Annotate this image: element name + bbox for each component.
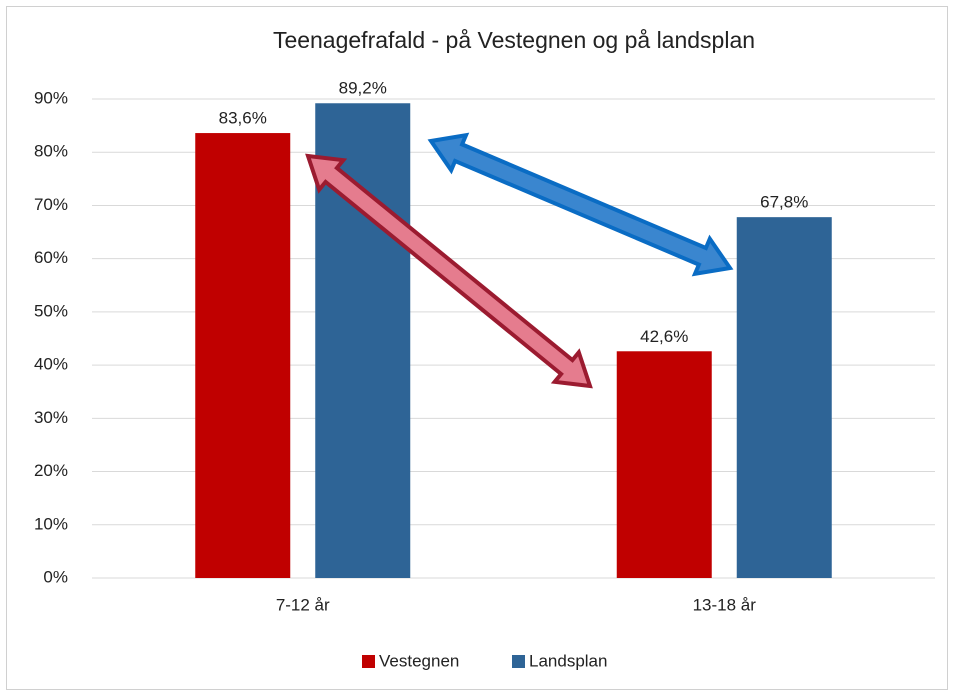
labels: 0% 10% 20% 30% 40% 50% 60% 70% 80% 90% 7-12 år 83,6… xyxy=(34,79,808,671)
legend-swatch xyxy=(362,655,375,668)
y-tick-label: 20% xyxy=(34,461,68,480)
y-tick-label: 60% xyxy=(34,248,68,267)
arrow xyxy=(305,153,593,389)
y-tick-label: 90% xyxy=(34,88,68,107)
bar xyxy=(616,351,712,578)
y-tick-label: 50% xyxy=(34,301,68,320)
y-tick-label: 10% xyxy=(34,514,68,533)
legend-label: Vestegnen xyxy=(379,651,459,670)
arrows xyxy=(305,132,734,389)
value-label: 83,6% xyxy=(219,109,267,128)
bar xyxy=(736,217,832,579)
legend-swatch xyxy=(512,655,525,668)
value-label: 89,2% xyxy=(339,79,387,98)
value-label: 42,6% xyxy=(640,327,688,346)
legend-label: Landsplan xyxy=(529,651,607,670)
y-tick-label: 70% xyxy=(34,195,68,214)
y-tick-label: 0% xyxy=(43,567,68,586)
arrow xyxy=(427,132,734,277)
value-label: 67,8% xyxy=(760,193,808,212)
x-tick-label: 7-12 år xyxy=(276,595,330,614)
bar xyxy=(195,133,291,578)
y-tick-label: 80% xyxy=(34,142,68,161)
y-tick-label: 40% xyxy=(34,355,68,374)
x-tick-label: 13-18 år xyxy=(693,595,757,614)
y-tick-label: 30% xyxy=(34,408,68,427)
chart-title: Teenagefrafald - på Vestegnen og på land… xyxy=(273,27,755,53)
